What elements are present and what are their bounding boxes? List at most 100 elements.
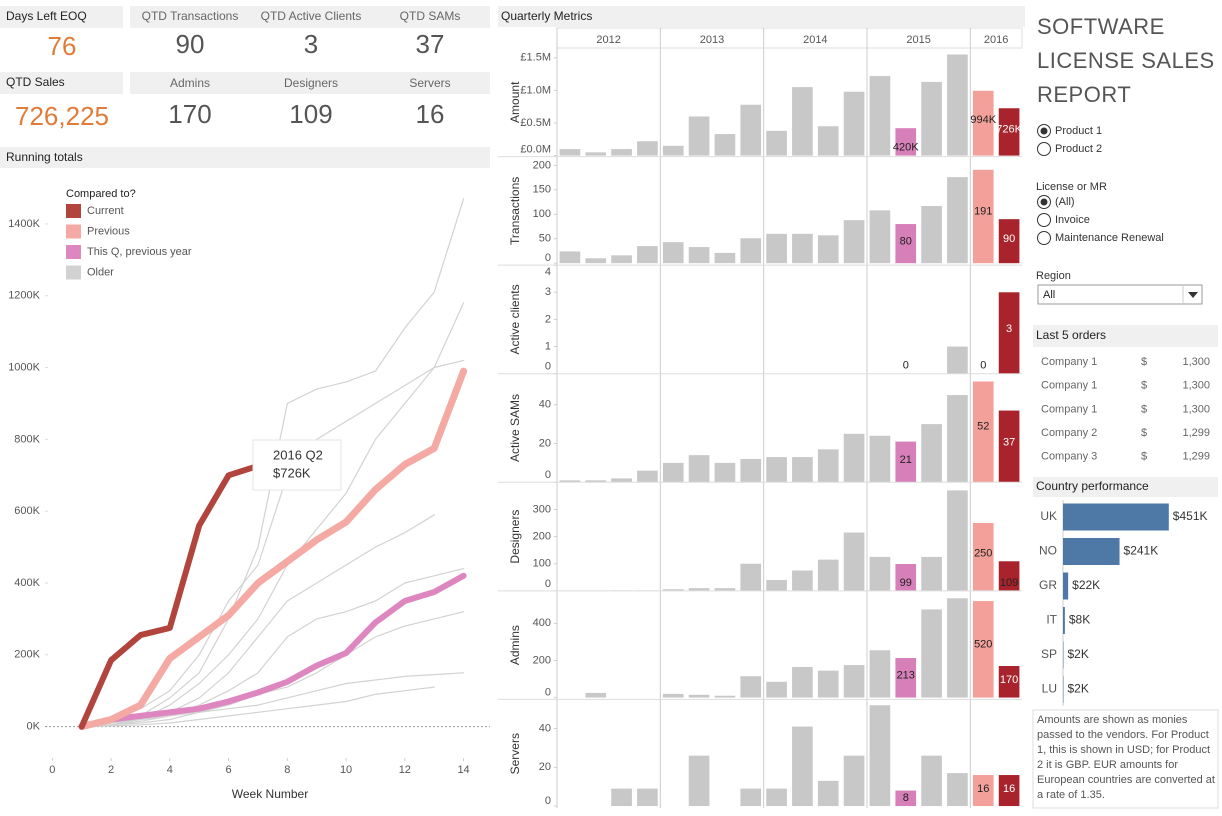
bar bbox=[1063, 503, 1169, 531]
bar bbox=[792, 726, 813, 807]
year-header bbox=[556, 27, 1023, 49]
kpi-value: 37 bbox=[416, 29, 445, 59]
bar bbox=[714, 695, 736, 698]
bar bbox=[766, 580, 787, 591]
bar bbox=[947, 598, 968, 698]
bar bbox=[611, 255, 632, 264]
radio-label[interactable]: (All) bbox=[1055, 196, 1075, 208]
bar bbox=[895, 224, 917, 264]
bar bbox=[714, 134, 736, 156]
y-tick-label: 0 bbox=[545, 469, 551, 481]
value-label: 994K bbox=[970, 114, 996, 126]
y-tick-label: 150 bbox=[533, 184, 551, 196]
bar bbox=[792, 570, 813, 591]
kpi-value: 90 bbox=[176, 29, 205, 59]
radio-button[interactable] bbox=[1037, 231, 1051, 245]
filter-label: License or MR bbox=[1036, 181, 1107, 193]
kpi-label: QTD Active Clients bbox=[261, 9, 362, 23]
y-tick-label: 0K bbox=[27, 721, 41, 733]
bar bbox=[559, 251, 581, 264]
bar bbox=[998, 666, 1020, 698]
radio-button[interactable] bbox=[1037, 213, 1051, 227]
row-title: Servers bbox=[508, 733, 522, 774]
radio-label[interactable]: Product 2 bbox=[1055, 143, 1102, 155]
dropdown-value[interactable]: All bbox=[1043, 289, 1055, 301]
bar bbox=[662, 242, 684, 264]
value-label: $8K bbox=[1069, 613, 1090, 627]
bar bbox=[740, 563, 762, 591]
value-label: 0 bbox=[903, 360, 909, 372]
header-bar bbox=[130, 72, 490, 94]
radio-label[interactable]: Invoice bbox=[1055, 214, 1090, 226]
bar bbox=[740, 238, 762, 264]
bar bbox=[766, 233, 787, 264]
bar bbox=[637, 788, 658, 807]
header-bar bbox=[498, 6, 1025, 27]
chart-title: Running totals bbox=[6, 150, 83, 164]
bar bbox=[714, 462, 736, 483]
x-tick-label: 0 bbox=[49, 764, 55, 776]
bar bbox=[740, 788, 762, 807]
bar bbox=[998, 292, 1020, 374]
y-tick-label: 50 bbox=[539, 233, 551, 245]
order-cell: $ bbox=[1141, 427, 1147, 439]
bar bbox=[662, 589, 684, 591]
kpi-value: 109 bbox=[289, 99, 332, 129]
y-tick-label: 1400K bbox=[8, 218, 40, 230]
bar bbox=[559, 480, 581, 483]
category-label: GR bbox=[1039, 578, 1057, 592]
radio-dot bbox=[1040, 127, 1048, 135]
value-label: $2K bbox=[1067, 682, 1088, 696]
bar bbox=[921, 755, 942, 807]
kpi-value: 170 bbox=[168, 99, 211, 129]
y-tick-label: 600K bbox=[14, 505, 40, 517]
bar bbox=[740, 459, 762, 483]
row-title: Amount bbox=[508, 81, 522, 123]
dropdown-arrow bbox=[1188, 292, 1198, 298]
y-tick-label: 20 bbox=[539, 437, 551, 449]
kpi-label: Servers bbox=[409, 76, 450, 90]
y-tick-label: 40 bbox=[539, 722, 551, 734]
series-line bbox=[81, 686, 435, 728]
order-cell: 1,299 bbox=[1182, 427, 1210, 439]
bar bbox=[869, 435, 891, 483]
dropdown[interactable] bbox=[1037, 284, 1203, 305]
order-cell: $ bbox=[1141, 380, 1147, 392]
chart-title: Country performance bbox=[1036, 479, 1149, 493]
kpi-label: QTD Sales bbox=[6, 75, 65, 89]
bar bbox=[843, 665, 865, 698]
value-label: 80 bbox=[900, 236, 912, 248]
note-frame bbox=[1032, 709, 1219, 809]
bar bbox=[585, 692, 607, 698]
bar bbox=[611, 149, 632, 156]
radio-label[interactable]: Product 1 bbox=[1055, 125, 1102, 137]
y-tick-label: 100 bbox=[533, 208, 551, 220]
bar bbox=[688, 755, 710, 807]
y-tick-label: 4 bbox=[545, 266, 551, 278]
header-bar bbox=[130, 6, 490, 28]
bar bbox=[611, 788, 632, 807]
bar bbox=[688, 247, 710, 264]
value-label: $22K bbox=[1072, 578, 1100, 592]
bar bbox=[792, 87, 813, 156]
kpi-value: 16 bbox=[416, 99, 445, 129]
value-label: $451K bbox=[1173, 509, 1208, 523]
row-title: Designers bbox=[508, 510, 522, 564]
radio-label[interactable]: Maintenance Renewal bbox=[1055, 232, 1164, 244]
bar bbox=[895, 563, 917, 591]
header-bar bbox=[1033, 325, 1218, 347]
series-line bbox=[81, 359, 465, 728]
x-axis-label: Week Number bbox=[232, 787, 308, 801]
radio-button[interactable] bbox=[1037, 142, 1051, 156]
y-tick-label: 0 bbox=[545, 361, 551, 373]
bar bbox=[921, 205, 942, 264]
kpi-label: Days Left EOQ bbox=[6, 9, 87, 23]
order-cell: 1,300 bbox=[1182, 403, 1210, 415]
year-label: 2016 bbox=[984, 34, 1008, 46]
order-cell: Company 2 bbox=[1041, 427, 1097, 439]
bar bbox=[611, 478, 632, 483]
bar bbox=[766, 681, 787, 698]
y-tick-label: 400K bbox=[14, 577, 40, 589]
